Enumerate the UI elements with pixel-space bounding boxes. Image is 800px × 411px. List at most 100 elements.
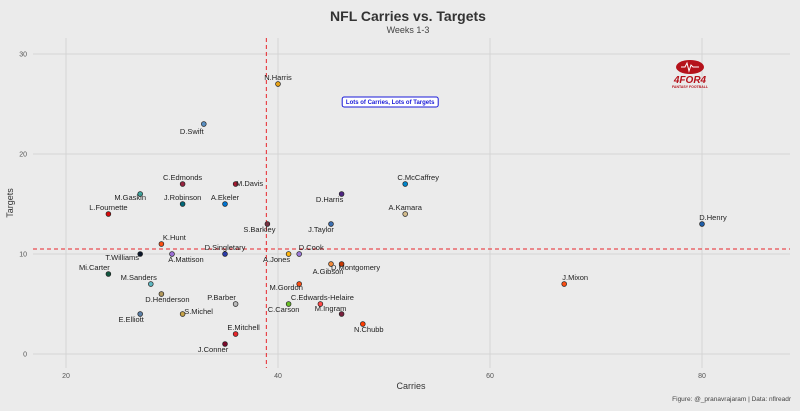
logo: 4FOR4 FANTASY FOOTBALL <box>672 60 709 89</box>
data-point: L.Fournette <box>89 203 128 217</box>
caption: Figure: @_pranavrajaram | Data: nflreadr <box>672 396 792 403</box>
point-label: M.Gordon <box>270 283 303 292</box>
data-point: M.Ingram <box>315 304 347 317</box>
annotation-box <box>341 96 439 108</box>
point-marker <box>275 81 281 87</box>
data-point: J.Conner <box>198 341 229 354</box>
point-marker <box>179 201 186 207</box>
point-marker <box>222 251 228 257</box>
data-point: D.Singletary <box>205 243 246 257</box>
point-label: E.Elliott <box>118 315 144 324</box>
point-label: N.Harris <box>264 73 292 82</box>
point-marker <box>137 251 143 257</box>
point-marker <box>169 251 175 257</box>
point-label: D.Henry <box>699 213 727 222</box>
point-label: D.Singletary <box>205 243 246 252</box>
point-label: K.Hunt <box>163 233 187 242</box>
data-point: A.Mattison <box>168 251 204 264</box>
data-point: E.Elliott <box>118 311 145 324</box>
data-point: C.McCaffrey <box>397 173 439 187</box>
annotation-text: Lots of Carries, Lots of Targets <box>346 100 435 106</box>
point-marker <box>137 311 143 317</box>
logo-subtext: FANTASY FOOTBALL <box>672 85 709 89</box>
y-tick-label: 30 <box>19 52 27 59</box>
point-label: M.Davis <box>236 179 263 188</box>
point-marker <box>561 281 567 287</box>
heartbeat-icon <box>681 61 699 73</box>
point-marker <box>201 121 207 127</box>
x-axis-label: Carries <box>396 381 426 391</box>
point-marker <box>222 341 228 347</box>
point-label: D.Cook <box>299 243 324 252</box>
point-label: Mi.Carter <box>79 263 110 272</box>
point-marker <box>264 221 271 227</box>
data-point: N.Chubb <box>354 321 384 334</box>
data-point: M.Sanders <box>121 273 158 287</box>
point-label: D.Swift <box>180 127 205 136</box>
data-point: S.Michel <box>179 307 213 317</box>
point-marker <box>232 181 239 187</box>
point-marker <box>179 311 186 317</box>
point-label: C.Carson <box>268 305 300 314</box>
point-label: A.Jones <box>263 255 290 264</box>
point-label: C.McCaffrey <box>397 173 439 182</box>
chart-subtitle: Weeks 1-3 <box>387 25 430 35</box>
data-point: Mi.Carter <box>79 263 112 277</box>
mean-lines <box>33 38 790 368</box>
point-label: A.Mattison <box>168 255 203 264</box>
y-tick-label: 0 <box>23 352 27 359</box>
x-tick-label: 20 <box>62 373 70 380</box>
point-marker <box>328 261 334 267</box>
axis-ticks: 20 40 60 80 0 10 20 30 <box>19 52 706 381</box>
grid <box>33 38 790 368</box>
point-marker <box>148 281 154 287</box>
point-marker <box>338 311 345 317</box>
data-point: D.Montgomery <box>331 261 380 272</box>
data-point: D.Henry <box>699 213 727 227</box>
data-point: N.Harris <box>264 73 292 87</box>
point-label: N.Chubb <box>354 325 384 334</box>
data-point: D.Cook <box>296 243 324 257</box>
point-marker <box>296 251 302 257</box>
point-marker <box>158 291 165 297</box>
data-point: E.Mitchell <box>227 323 260 337</box>
point-marker <box>360 321 366 327</box>
point-marker <box>699 221 705 227</box>
point-label: M.Gaskin <box>114 193 146 202</box>
point-marker <box>222 201 228 207</box>
point-label: M.Sanders <box>121 273 158 282</box>
data-point: A.Jones <box>263 251 292 264</box>
point-marker <box>338 261 345 267</box>
point-label: J.Conner <box>198 345 229 354</box>
point-marker <box>158 241 165 247</box>
point-label: P.Barber <box>207 293 236 302</box>
data-point: A.Ekeler <box>211 193 240 207</box>
point-marker <box>402 211 408 217</box>
point-marker <box>285 251 292 257</box>
data-point: M.Gordon <box>270 281 303 292</box>
point-label: J.Robinson <box>164 193 202 202</box>
data-point: A.Kamara <box>389 203 423 217</box>
x-tick-label: 60 <box>486 373 494 380</box>
point-label: E.Mitchell <box>227 323 260 332</box>
point-marker <box>105 211 112 217</box>
data-point: J.Taylor <box>308 221 334 234</box>
point-label: T.Williams <box>105 253 139 262</box>
data-point: C.Edmonds <box>163 173 202 187</box>
points-layer: N.Harris D.Swift C.Edmonds M.Davis M.Gaskin D… <box>79 73 727 354</box>
data-point: M.Gaskin <box>114 191 146 202</box>
point-label: M.Ingram <box>315 304 347 313</box>
data-point: M.Davis <box>232 179 263 188</box>
point-marker <box>328 221 334 227</box>
point-label: A.Gibson <box>313 267 344 276</box>
data-point: J.Robinson <box>164 193 202 207</box>
point-marker <box>137 191 143 197</box>
point-label: L.Fournette <box>89 203 127 212</box>
point-label: S.Barkley <box>243 225 275 234</box>
point-label: A.Ekeler <box>211 193 240 202</box>
quadrant-annotation: Lots of Carries, Lots of Targets <box>341 96 439 108</box>
data-point: C.Carson <box>268 301 300 314</box>
point-label: J.Mixon <box>562 273 588 282</box>
point-marker <box>179 181 186 187</box>
